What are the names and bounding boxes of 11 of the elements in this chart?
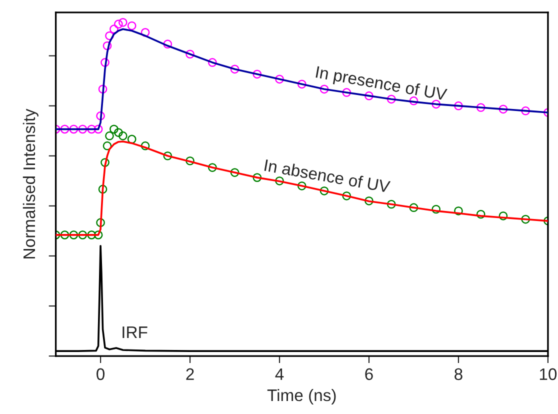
- annotation: In absence of UV: [264, 158, 391, 193]
- x-tick-label: 10: [540, 368, 557, 380]
- x-tick-label: 4: [275, 368, 284, 380]
- x-axis-title: Time (ns): [267, 388, 336, 404]
- x-tick-label: 0: [96, 368, 105, 380]
- annotation: IRF: [122, 326, 148, 338]
- x-tick-label: 2: [186, 368, 194, 380]
- x-tick-label: 8: [454, 368, 462, 380]
- y-axis-title: Normalised Intensity: [22, 108, 38, 258]
- annotation: In presence of UV: [315, 66, 448, 104]
- x-tick-label: 6: [365, 368, 373, 380]
